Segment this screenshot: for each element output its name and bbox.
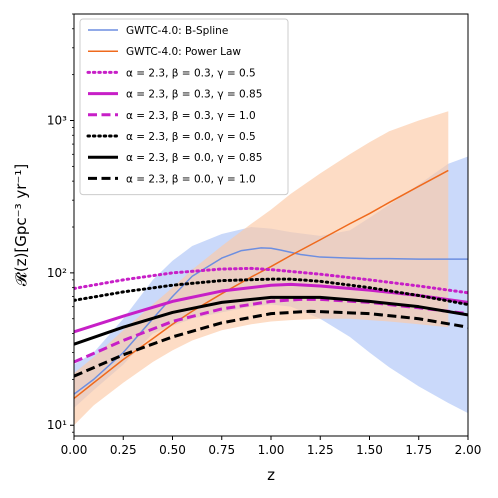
x-tick-label: 0.75 [208, 443, 235, 457]
x-axis-ticks: 0.00 0.25 0.50 0.75 1.00 1.25 1.50 1.75 2.00 [61, 436, 482, 457]
legend-label: α = 2.3, β = 0.3, γ = 0.85 [126, 89, 262, 101]
series-lines [74, 169, 468, 400]
x-tick-label: 0.00 [61, 443, 88, 457]
x-tick-label: 1.75 [405, 443, 432, 457]
x-tick-label: 1.00 [258, 443, 285, 457]
legend-label: α = 2.3, β = 0.0, γ = 0.85 [126, 152, 262, 164]
legend-label: α = 2.3, β = 0.0, γ = 1.0 [126, 173, 256, 185]
series-line-5 [74, 277, 468, 307]
series-line-2 [74, 266, 468, 295]
y-axis-ticks: 10¹ 10² 10³ [47, 13, 74, 433]
x-axis-label: z [267, 466, 275, 484]
series-line-6 [74, 295, 468, 346]
x-tick-label: 1.25 [307, 443, 334, 457]
x-tick-label: 1.50 [356, 443, 383, 457]
x-tick-label: 2.00 [455, 443, 482, 457]
y-axis-label: 𝓡(z)[Gpc⁻³ yr⁻¹] [12, 164, 30, 286]
y-tick-label: 10³ [47, 114, 67, 128]
x-tick-label: 0.50 [159, 443, 186, 457]
legend-box [79, 18, 289, 196]
legend-label: α = 2.3, β = 0.3, γ = 1.0 [126, 110, 256, 122]
legend-label: GWTC-4.0: B-Spline [126, 25, 228, 37]
series-line-7 [74, 309, 468, 378]
legend-label: GWTC-4.0: Power Law [126, 46, 241, 58]
y-tick-label: 10¹ [47, 418, 67, 432]
series-line-3 [74, 282, 468, 334]
legend: GWTC-4.0: B-Spline GWTC-4.0: Power Law α =… [79, 18, 289, 196]
x-tick-label: 0.25 [110, 443, 137, 457]
legend-label: α = 2.3, β = 0.0, γ = 0.5 [126, 131, 256, 143]
legend-label: α = 2.3, β = 0.3, γ = 0.5 [126, 67, 256, 79]
y-tick-label: 10² [47, 266, 67, 280]
